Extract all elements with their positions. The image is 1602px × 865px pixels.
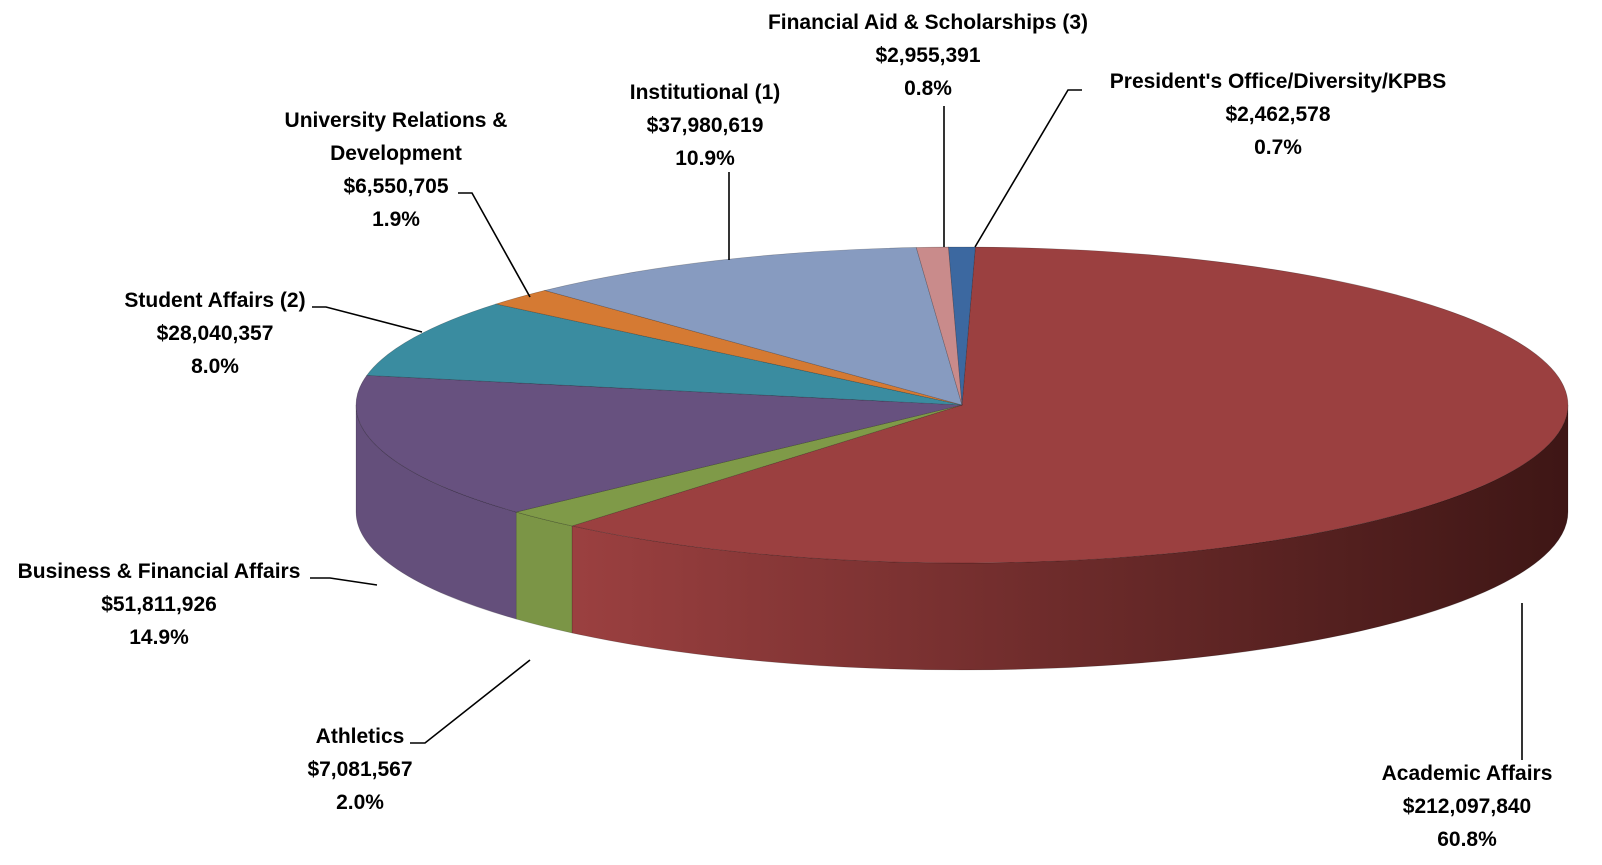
slice-label-name: University Relations &: [285, 109, 508, 132]
slice-institutional-1: [543, 247, 963, 406]
label-business-financial: Business & Financial Affairs $51,811,926…: [18, 560, 301, 649]
slice-label-name: Athletics: [316, 725, 405, 748]
slice-label-name-line2: Development: [330, 142, 462, 165]
slice-label-value: $2,462,578: [1225, 103, 1330, 126]
slice-label-percent: 10.9%: [675, 147, 735, 170]
slice-label-value: $28,040,357: [157, 322, 274, 345]
leader-line-university-relations: [458, 192, 531, 298]
slice-label-name: Academic Affairs: [1382, 762, 1553, 785]
slice-business-financial-affairs: [355, 375, 963, 513]
slice-label-value: $212,097,840: [1403, 795, 1531, 818]
pie-sides: [355, 404, 1569, 671]
slice-athletics: [515, 404, 963, 527]
pie-slices: [355, 246, 1569, 564]
slice-academic-affairs: [570, 246, 1569, 564]
label-institutional: Institutional (1) $37,980,619 10.9%: [630, 81, 781, 170]
label-academic-affairs: Academic Affairs $212,097,840 60.8%: [1382, 762, 1553, 851]
slice-label-value: $2,955,391: [875, 44, 980, 67]
label-presidents-office: President's Office/Diversity/KPBS $2,462…: [1110, 70, 1446, 159]
leader-line-business-financial-affairs: [310, 577, 378, 586]
slice-label-percent: 60.8%: [1437, 828, 1497, 851]
leader-line-athletics: [410, 659, 531, 744]
label-athletics: Athletics $7,081,567 2.0%: [307, 725, 412, 814]
slice-label-name: Institutional (1): [630, 81, 781, 104]
slice-label-percent: 2.0%: [336, 791, 384, 814]
slice-label-percent: 8.0%: [191, 355, 239, 378]
slice-label-percent: 0.7%: [1254, 136, 1302, 159]
slice-financial-aid-scholarships-3: [915, 246, 963, 406]
slice-label-value: $6,550,705: [343, 175, 448, 198]
slice-label-percent: 1.9%: [372, 208, 420, 231]
slice-label-percent: 14.9%: [129, 626, 189, 649]
slice-student-affairs-2: [366, 303, 963, 406]
slice-label-value: $37,980,619: [647, 114, 764, 137]
slice-label-value: $7,081,567: [307, 758, 412, 781]
slice-label-value: $51,811,926: [101, 593, 217, 616]
slice-label-name: Financial Aid & Scholarships (3): [768, 11, 1088, 34]
slice-university-relations: [494, 290, 963, 406]
slice-label-percent: 0.8%: [904, 77, 952, 100]
label-university-relations: University Relations & Development $6,55…: [285, 109, 508, 231]
label-student-affairs: Student Affairs (2) $28,040,357 8.0%: [124, 289, 305, 378]
leader-lines: [310, 89, 1523, 760]
slice-label-name: Student Affairs (2): [124, 289, 305, 312]
slice-label-name: President's Office/Diversity/KPBS: [1110, 70, 1446, 93]
leader-line-student-affairs-2: [312, 306, 423, 333]
slice-side-athletics: [515, 511, 573, 634]
slice-label-name: Business & Financial Affairs: [18, 560, 301, 583]
label-financial-aid: Financial Aid & Scholarships (3) $2,955,…: [768, 11, 1088, 100]
leader-line-president-s-office-diversity-kpbs: [974, 89, 1082, 248]
